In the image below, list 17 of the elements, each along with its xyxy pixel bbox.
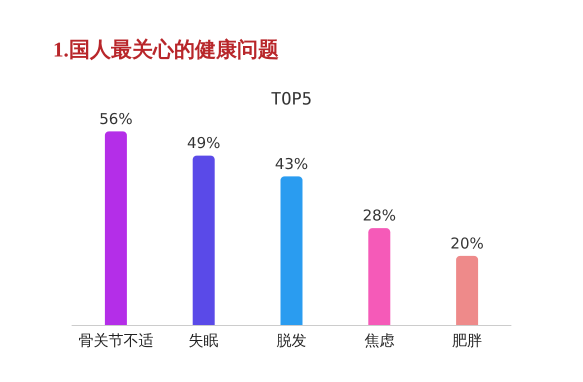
chart-title: 1.国人最关心的健康问题 (53, 38, 279, 62)
bar (280, 176, 302, 325)
data-label: 28% (362, 206, 396, 225)
bar (456, 256, 478, 325)
data-label: 43% (274, 154, 308, 173)
data-label: 20% (450, 234, 484, 252)
x-tick-label: 脱发 (276, 332, 306, 350)
data-label: 56% (99, 110, 133, 128)
x-tick-label: 肥胖 (452, 332, 482, 350)
x-tick-label: 失眠 (188, 332, 219, 350)
bar (368, 228, 390, 325)
x-tick-label: 骨关节不适 (78, 332, 154, 350)
bar (192, 156, 215, 325)
chart-subtitle: TOP5 (271, 90, 312, 110)
data-label: 49% (187, 134, 220, 152)
x-tick-label: 焦虑 (364, 332, 394, 350)
bar (104, 131, 127, 325)
